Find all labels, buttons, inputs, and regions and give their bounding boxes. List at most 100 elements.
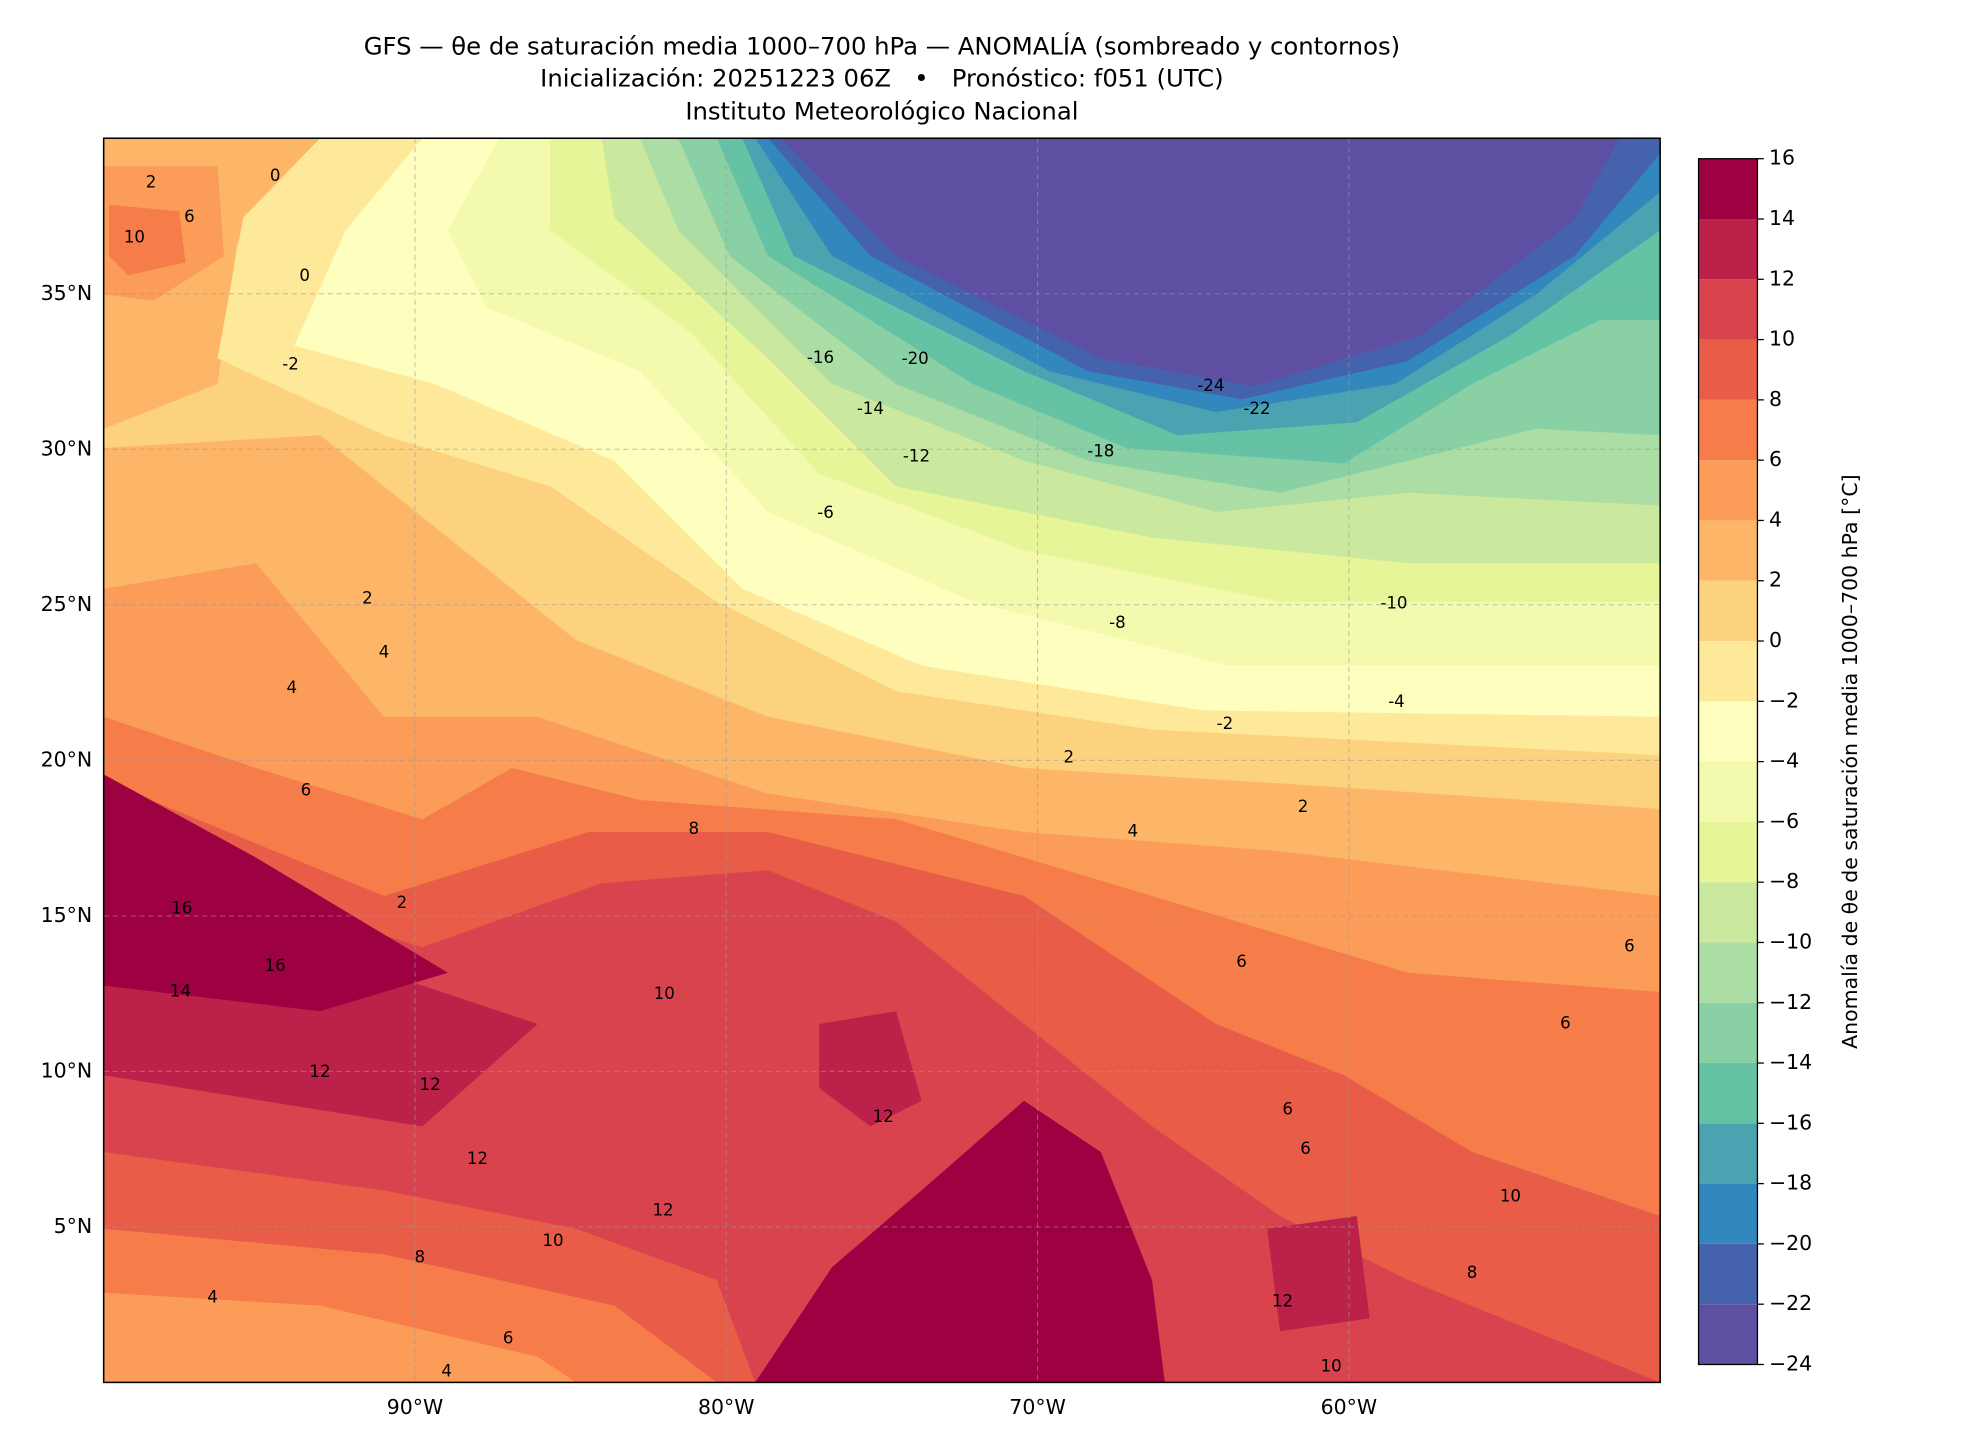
- x-tick-label: 60°W: [1321, 1395, 1378, 1419]
- contour-label: 6: [503, 1328, 514, 1347]
- contour-label: -2: [1217, 714, 1234, 733]
- y-tick-label: 25°N: [41, 592, 93, 616]
- contour-label: 4: [1128, 822, 1139, 841]
- chart-source: Instituto Meteorológico Nacional: [685, 97, 1078, 126]
- colorbar-tick-label: 10: [1769, 327, 1795, 351]
- contour-label: 4: [441, 1362, 452, 1381]
- colorbar-swatch: [1698, 339, 1758, 400]
- colorbar-swatch: [1698, 882, 1758, 943]
- shade-region: [103, 1292, 576, 1383]
- contour-label: 16: [265, 956, 286, 975]
- contour-label: -6: [817, 503, 834, 522]
- contour-label: 6: [1282, 1099, 1293, 1118]
- shade-region: [819, 1011, 922, 1127]
- y-tick-label: 35°N: [41, 281, 93, 305]
- contour-label: 6: [1560, 1014, 1571, 1033]
- x-tick-label: 70°W: [1009, 1395, 1066, 1419]
- colorbar-tick-label: −20: [1769, 1231, 1812, 1255]
- contour-label: 2: [362, 589, 373, 608]
- colorbar-tick-label: −12: [1769, 990, 1812, 1014]
- contour-label: 8: [688, 819, 699, 838]
- contour-label: -20: [902, 349, 929, 368]
- contour-label: -18: [1087, 441, 1114, 460]
- contour-label: 6: [1236, 952, 1247, 971]
- colorbar-swatch: [1698, 520, 1758, 581]
- colorbar-tick-label: 8: [1769, 387, 1782, 411]
- contour-label: -10: [1380, 594, 1407, 613]
- shade-region: [103, 774, 449, 1012]
- x-tick-label: 90°W: [387, 1395, 444, 1419]
- colorbar-tick-label: −6: [1769, 809, 1799, 833]
- shade-region: [755, 1100, 1165, 1383]
- colorbar-swatch: [1698, 1002, 1758, 1064]
- y-tick-label: 15°N: [41, 903, 93, 927]
- shade-region: [108, 204, 186, 276]
- colorbar-swatch: [1698, 1304, 1758, 1365]
- colorbar-swatch: [1698, 580, 1758, 642]
- colorbar-tick-label: 16: [1769, 146, 1795, 170]
- contour-label: 12: [652, 1200, 673, 1219]
- colorbar-tick-label: −22: [1769, 1291, 1812, 1315]
- contour-label: 6: [1624, 937, 1635, 956]
- colorbar-tick-label: 12: [1769, 266, 1795, 290]
- contour-label: 8: [1467, 1263, 1478, 1282]
- chart-title: GFS — θe de saturación media 1000–700 hP…: [364, 31, 1400, 60]
- y-tick-label: 20°N: [41, 747, 93, 771]
- contour-label: 4: [207, 1287, 218, 1306]
- contour-label: 10: [654, 984, 675, 1003]
- colorbar-swatch: [1698, 219, 1758, 280]
- y-tick-label: 10°N: [41, 1058, 93, 1082]
- contour-label: 14: [170, 982, 191, 1001]
- contour-label: -16: [807, 348, 834, 367]
- shade-region: [1267, 1216, 1370, 1332]
- contour-label: 16: [171, 898, 192, 917]
- contour-label: 6: [1300, 1139, 1311, 1158]
- contour-label: 12: [1272, 1291, 1293, 1310]
- colorbar-swatch: [1698, 460, 1758, 521]
- contour-label: 6: [301, 781, 312, 800]
- colorbar-tick-label: −24: [1769, 1351, 1812, 1375]
- colorbar-swatch: [1698, 821, 1758, 883]
- contour-label: 2: [397, 893, 408, 912]
- colorbar-swatch: [1698, 1123, 1758, 1184]
- contour-label: 2: [1064, 747, 1075, 766]
- contour-label: 10: [124, 228, 145, 247]
- overlay: 90°W 80°W 70°W 60°W 5°N 10°N 15°N 20°N 25°N 30°N 3…: [41, 137, 1862, 1419]
- contour-label: -8: [1109, 613, 1126, 632]
- colorbar-swatch: [1698, 641, 1758, 702]
- colorbar-tick-label: −16: [1769, 1110, 1812, 1134]
- colorbar-swatch: [1698, 158, 1758, 220]
- colorbar-tick-label: 2: [1769, 568, 1782, 592]
- colorbar-swatch: [1698, 399, 1758, 461]
- contour-label: 12: [467, 1149, 488, 1168]
- contour-label: -4: [1388, 692, 1405, 711]
- contour-label: -12: [903, 446, 930, 465]
- colorbar-swatch: [1698, 942, 1758, 1003]
- colorbar-swatch: [1698, 1063, 1758, 1124]
- shade-region: [780, 138, 1620, 387]
- contour-label: 12: [420, 1075, 441, 1094]
- colorbar-label: Anomalía de θe de saturación media 1000–…: [1838, 474, 1862, 1048]
- colorbar-swatch: [1698, 279, 1758, 340]
- colorbar-tick-label: 0: [1769, 628, 1782, 652]
- colorbar-tick-label: −2: [1769, 688, 1799, 712]
- colorbar-tick-label: 14: [1769, 206, 1795, 230]
- contour-label: -22: [1243, 399, 1270, 418]
- colorbar-swatch: [1698, 701, 1758, 762]
- contour-label: 8: [415, 1248, 426, 1267]
- contour-label: 10: [542, 1231, 563, 1250]
- colorbar-tick-label: −18: [1769, 1171, 1812, 1195]
- contour-label: 4: [287, 678, 298, 697]
- chart-subtitle: Inicialización: 20251223 06Z • Pronóstic…: [540, 63, 1223, 92]
- colorbar-tick-label: −10: [1769, 929, 1812, 953]
- colorbar-tick-label: −14: [1769, 1050, 1812, 1074]
- plot-frame: [102, 137, 1661, 1384]
- colorbar-swatch: [1698, 761, 1758, 822]
- colorbar-tick-label: −8: [1769, 869, 1799, 893]
- y-tick-label: 30°N: [41, 436, 93, 460]
- colorbar-tick-label: −4: [1769, 749, 1799, 773]
- field: [103, 138, 1661, 1383]
- y-tick-label: 5°N: [54, 1214, 93, 1238]
